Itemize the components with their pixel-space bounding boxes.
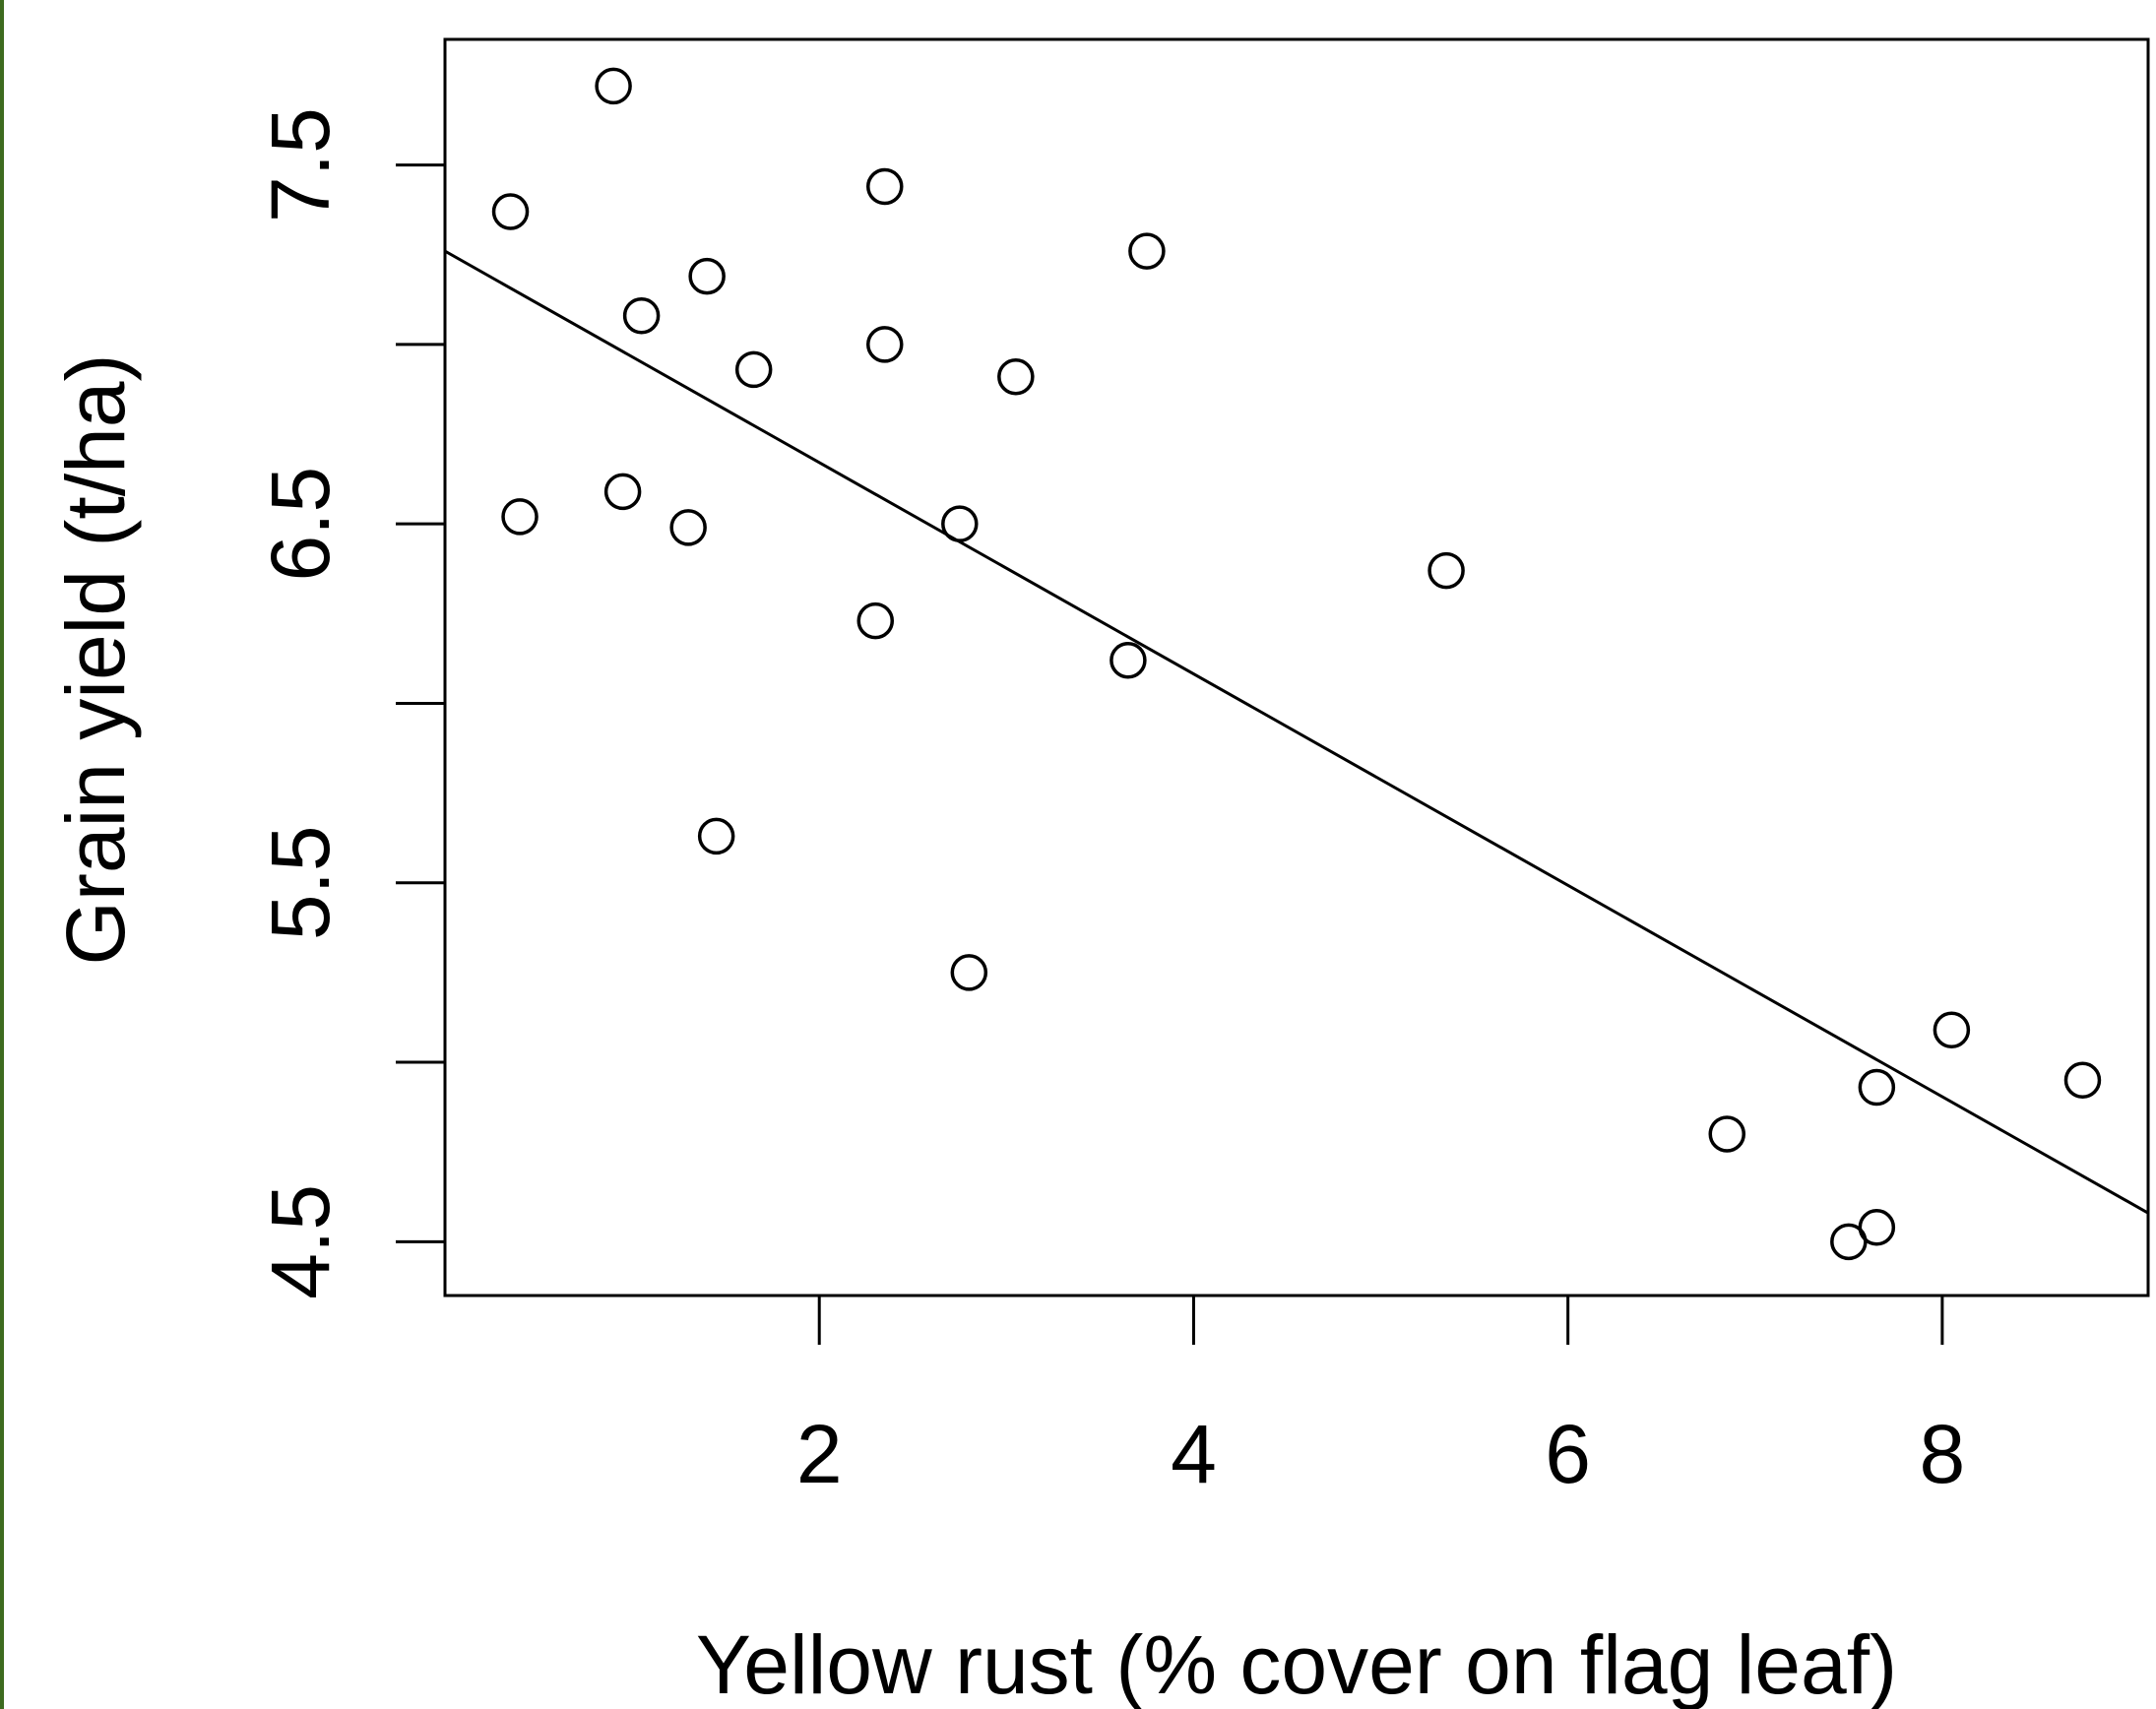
data-point-5 (622, 296, 661, 335)
data-point-9 (734, 350, 773, 389)
x-axis: 2 4 6 8 (796, 1296, 1965, 1500)
data-point-10 (856, 601, 895, 640)
data-point-19 (1708, 1115, 1746, 1153)
y-axis: 4.5 5.5 6.5 7.5 (254, 107, 445, 1299)
y-tick-label: 4.5 (254, 1184, 347, 1299)
x-tick-label: 6 (1545, 1408, 1591, 1500)
y-tick-label: 6.5 (254, 467, 347, 582)
data-point-12 (866, 326, 904, 363)
x-tick-label: 4 (1171, 1408, 1217, 1500)
y-axis-label: Grain yield (t/ha) (49, 354, 142, 966)
data-point-7 (688, 257, 726, 295)
data-point-4 (603, 473, 642, 511)
x-tick-label: 2 (796, 1408, 843, 1500)
data-point-16 (1110, 641, 1147, 679)
plot-frame (443, 37, 2150, 1298)
data-point-22 (1858, 1068, 1896, 1107)
data-point-23 (1933, 1011, 1971, 1048)
data-point-21 (1858, 1208, 1896, 1246)
y-tick-label: 5.5 (254, 825, 347, 940)
data-points (491, 67, 2102, 1261)
data-point-1 (491, 193, 530, 230)
data-point-3 (595, 67, 632, 105)
data-point-14 (950, 954, 988, 991)
regression-line (444, 249, 2149, 1215)
x-axis-label: Yellow rust (% cover on flag leaf) (696, 1618, 1897, 1709)
x-tick-label: 8 (1920, 1408, 1966, 1500)
data-point-17 (1128, 232, 1166, 270)
data-point-2 (501, 498, 539, 536)
data-point-8 (697, 817, 735, 855)
data-point-24 (2063, 1061, 2102, 1100)
left-edge-strip (0, 0, 4, 1709)
data-point-6 (669, 509, 707, 546)
data-point-15 (997, 357, 1035, 396)
data-point-11 (866, 167, 904, 206)
data-point-13 (941, 505, 979, 542)
data-point-18 (1427, 551, 1465, 590)
y-tick-label: 7.5 (254, 107, 347, 222)
regression-line-group (444, 249, 2149, 1215)
